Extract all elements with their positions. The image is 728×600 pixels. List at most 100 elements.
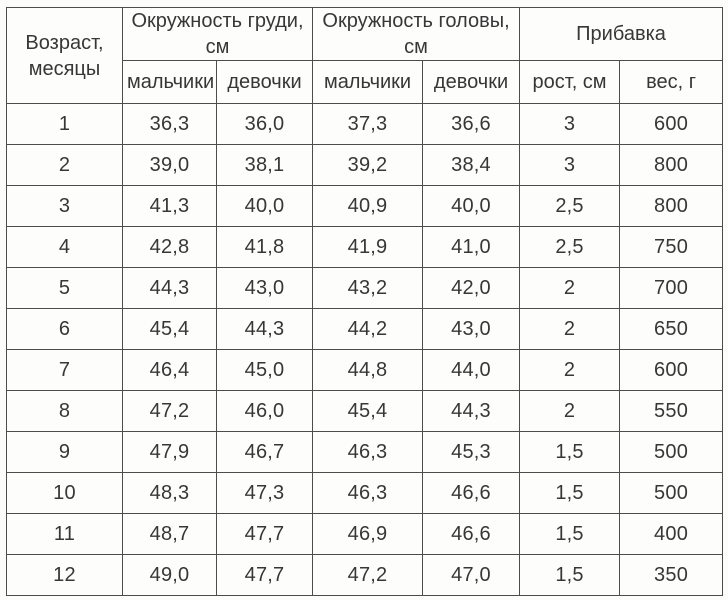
cell-head-girls: 42,0: [422, 267, 521, 309]
cell-gain-weight: 350: [619, 554, 724, 596]
cell-chest-girls: 45,0: [215, 349, 314, 391]
cell-gain-height: 3: [519, 144, 621, 186]
cell-chest-girls: 40,0: [215, 185, 314, 227]
cell-age: 9: [6, 431, 123, 473]
cell-chest-girls: 47,3: [215, 472, 314, 514]
cell-head-boys: 39,2: [312, 144, 424, 186]
cell-head-girls: 46,6: [422, 472, 521, 514]
cell-head-boys: 47,2: [312, 554, 424, 596]
table-row: 10 48,3 47,3 46,3 46,6 1,5 500: [6, 472, 724, 514]
cell-chest-girls: 41,8: [215, 226, 314, 268]
header-sub-row: мальчики девочки мальчики девочки рост, …: [7, 60, 724, 104]
table-row: 7 46,4 45,0 44,8 44,0 2 600: [6, 349, 724, 391]
cell-gain-weight: 650: [619, 308, 724, 350]
header-chest-girls: девочки: [215, 60, 314, 104]
table-row: 4 42,8 41,8 41,9 41,0 2,5 750: [6, 226, 724, 268]
cell-gain-height: 1,5: [519, 431, 621, 473]
cell-gain-weight: 550: [619, 390, 724, 432]
cell-gain-height: 3: [519, 103, 621, 145]
cell-chest-girls: 46,0: [215, 390, 314, 432]
cell-age: 7: [6, 349, 123, 391]
table-header: Возраст, месяцы Окружность груди, см Окр…: [6, 7, 724, 104]
cell-gain-height: 2: [519, 267, 621, 309]
cell-gain-weight: 800: [619, 185, 724, 227]
header-gain-group: Прибавка: [519, 7, 724, 61]
cell-head-girls: 43,0: [422, 308, 521, 350]
table-row: 8 47,2 46,0 45,4 44,3 2 550: [6, 390, 724, 432]
cell-gain-height: 1,5: [519, 472, 621, 514]
cell-gain-weight: 500: [619, 431, 724, 473]
cell-age: 6: [6, 308, 123, 350]
cell-head-girls: 45,3: [422, 431, 521, 473]
cell-age: 12: [6, 554, 123, 596]
table-row: 5 44,3 43,0 43,2 42,0 2 700: [6, 267, 724, 309]
cell-gain-weight: 500: [619, 472, 724, 514]
header-chest-boys: мальчики: [122, 60, 217, 104]
cell-head-boys: 40,9: [312, 185, 424, 227]
cell-age: 5: [6, 267, 123, 309]
header-head-group: Окружность головы, см: [312, 7, 521, 61]
cell-chest-boys: 36,3: [122, 103, 217, 145]
cell-head-boys: 44,2: [312, 308, 424, 350]
header-age: Возраст, месяцы: [6, 7, 123, 104]
cell-chest-boys: 42,8: [122, 226, 217, 268]
cell-gain-height: 2: [519, 390, 621, 432]
cell-gain-weight: 400: [619, 513, 724, 555]
cell-head-girls: 38,4: [422, 144, 521, 186]
cell-age: 2: [6, 144, 123, 186]
cell-head-boys: 45,4: [312, 390, 424, 432]
cell-head-boys: 46,3: [312, 431, 424, 473]
cell-chest-girls: 46,7: [215, 431, 314, 473]
cell-gain-height: 2: [519, 308, 621, 350]
cell-chest-girls: 43,0: [215, 267, 314, 309]
header-gain-weight: вес, г: [619, 60, 724, 104]
growth-table: Возраст, месяцы Окружность груди, см Окр…: [6, 7, 724, 596]
header-group-row: Возраст, месяцы Окружность груди, см Окр…: [6, 7, 724, 104]
cell-gain-weight: 600: [619, 103, 724, 145]
cell-gain-weight: 600: [619, 349, 724, 391]
cell-chest-girls: 36,0: [215, 103, 314, 145]
table-body: 1 36,3 36,0 37,3 36,6 3 600 2 39,0 38,1 39,2 38,4 3 8…: [6, 103, 724, 596]
cell-chest-boys: 47,9: [122, 431, 217, 473]
cell-chest-boys: 44,3: [122, 267, 217, 309]
cell-chest-boys: 49,0: [122, 554, 217, 596]
cell-gain-height: 2: [519, 349, 621, 391]
table-row: 11 48,7 47,7 46,9 46,6 1,5 400: [6, 513, 724, 555]
cell-chest-girls: 44,3: [215, 308, 314, 350]
cell-gain-height: 1,5: [519, 554, 621, 596]
cell-head-boys: 41,9: [312, 226, 424, 268]
cell-gain-height: 1,5: [519, 513, 621, 555]
cell-age: 3: [6, 185, 123, 227]
table-row: 2 39,0 38,1 39,2 38,4 3 800: [6, 144, 724, 186]
cell-chest-boys: 46,4: [122, 349, 217, 391]
cell-age: 8: [6, 390, 123, 432]
cell-head-girls: 36,6: [422, 103, 521, 145]
header-head-girls: девочки: [422, 60, 521, 104]
cell-chest-boys: 39,0: [122, 144, 217, 186]
cell-chest-boys: 48,3: [122, 472, 217, 514]
cell-head-girls: 40,0: [422, 185, 521, 227]
cell-gain-height: 2,5: [519, 226, 621, 268]
cell-head-boys: 44,8: [312, 349, 424, 391]
cell-gain-weight: 700: [619, 267, 724, 309]
cell-head-girls: 44,3: [422, 390, 521, 432]
cell-head-boys: 43,2: [312, 267, 424, 309]
cell-head-girls: 41,0: [422, 226, 521, 268]
table-row: 3 41,3 40,0 40,9 40,0 2,5 800: [6, 185, 724, 227]
table-row: 12 49,0 47,7 47,2 47,0 1,5 350: [6, 554, 724, 596]
cell-chest-girls: 38,1: [215, 144, 314, 186]
table-row: 6 45,4 44,3 44,2 43,0 2 650: [6, 308, 724, 350]
cell-gain-weight: 800: [619, 144, 724, 186]
cell-gain-weight: 750: [619, 226, 724, 268]
cell-head-girls: 47,0: [422, 554, 521, 596]
cell-chest-girls: 47,7: [215, 513, 314, 555]
cell-age: 1: [6, 103, 123, 145]
cell-age: 10: [6, 472, 123, 514]
cell-head-boys: 46,3: [312, 472, 424, 514]
cell-chest-girls: 47,7: [215, 554, 314, 596]
cell-age: 4: [6, 226, 123, 268]
cell-head-girls: 44,0: [422, 349, 521, 391]
cell-gain-height: 2,5: [519, 185, 621, 227]
cell-head-girls: 46,6: [422, 513, 521, 555]
